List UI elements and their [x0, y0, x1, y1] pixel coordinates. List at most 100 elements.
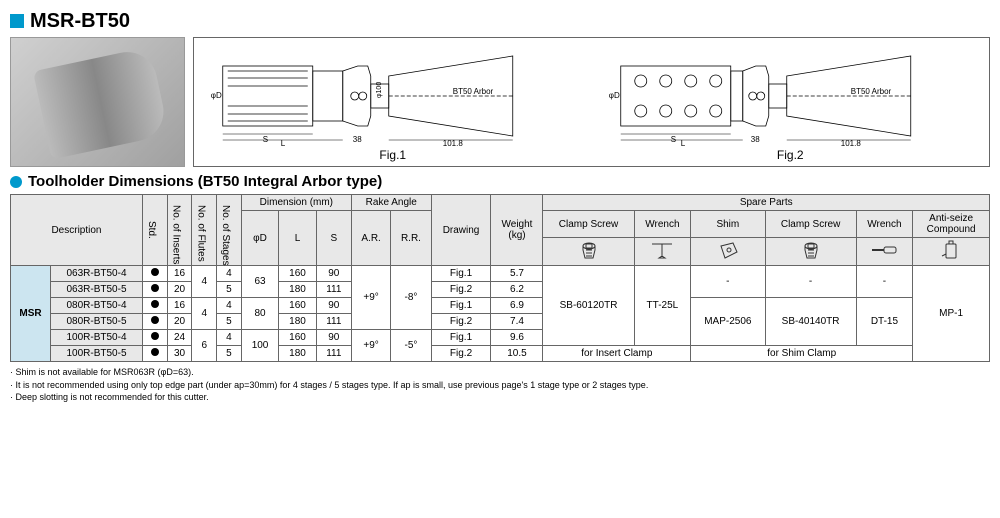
cell-insert-clamp-note: for Insert Clamp	[543, 346, 691, 362]
cell-ins: 30	[167, 346, 192, 362]
cell-code: 080R-BT50-5	[51, 314, 143, 330]
cell-wrench1: TT-25L	[634, 266, 691, 346]
th-shim: Shim	[691, 211, 765, 238]
section-header: Toolholder Dimensions (BT50 Integral Arb…	[10, 173, 990, 190]
cell-d: 63	[241, 266, 278, 298]
cell-wt: 7.4	[491, 314, 543, 330]
cell-L: 160	[279, 298, 316, 314]
cell-wt: 9.6	[491, 330, 543, 346]
cell-shim-dash: -	[691, 266, 765, 298]
cell-shim: MAP-2506	[691, 298, 765, 346]
icon-screw1	[543, 238, 634, 266]
cell-ins: 16	[167, 298, 192, 314]
th-dim: Dimension (mm)	[241, 195, 351, 211]
svg-text:φD: φD	[211, 91, 222, 100]
cell-L: 160	[279, 330, 316, 346]
cell-std	[142, 330, 167, 346]
cell-code: 080R-BT50-4	[51, 298, 143, 314]
cell-wt: 5.7	[491, 266, 543, 282]
cell-stg: 4	[217, 298, 242, 314]
th-L: L	[279, 211, 316, 266]
svg-text:φ100: φ100	[376, 82, 383, 98]
cell-stg: 5	[217, 346, 242, 362]
cell-stg: 5	[217, 282, 242, 298]
th-flutes: No. of Flutes	[192, 195, 217, 266]
th-phiD: φD	[241, 211, 278, 266]
cell-ins: 24	[167, 330, 192, 346]
cell-code: 063R-BT50-4	[51, 266, 143, 282]
cell-clamp2: SB-40140TR	[765, 298, 856, 346]
th-desc: Description	[11, 195, 143, 266]
cell-S: 111	[316, 282, 351, 298]
svg-text:38: 38	[750, 135, 759, 144]
cell-stg: 4	[217, 330, 242, 346]
svg-text:S: S	[263, 135, 268, 144]
top-row: φD φ100 BT50 Arbor S L 38 101.8 Fig.1	[10, 37, 990, 167]
cell-S: 90	[316, 266, 351, 282]
figure-container: φD φ100 BT50 Arbor S L 38 101.8 Fig.1	[193, 37, 990, 167]
icon-shim	[691, 238, 765, 266]
cell-code: 100R-BT50-5	[51, 346, 143, 362]
th-inserts: No. of Inserts	[167, 195, 192, 266]
svg-text:S: S	[670, 135, 675, 144]
footnotes: · Shim is not available for MSR063R (φD=…	[10, 366, 990, 404]
cell-clamp1: SB-60120TR	[543, 266, 634, 346]
fig2-label: Fig.2	[777, 148, 804, 162]
cell-clamp2-dash: -	[765, 266, 856, 298]
svg-text:BT50 Arbor: BT50 Arbor	[453, 87, 494, 96]
note: · Deep slotting is not recommended for t…	[10, 391, 990, 404]
svg-text:101.8: 101.8	[443, 139, 464, 146]
cell-S: 111	[316, 314, 351, 330]
cell-rr: -8°	[391, 266, 431, 330]
th-S: S	[316, 211, 351, 266]
section-marker	[10, 176, 22, 188]
th-weight: Weight (kg)	[491, 195, 543, 266]
th-std: Std.	[142, 195, 167, 266]
cell-shim-clamp-note: for Shim Clamp	[691, 346, 913, 362]
cell-std	[142, 266, 167, 282]
table-row: MSR 063R-BT50-4 16 4 4 63 160 90 +9° -8°…	[11, 266, 990, 282]
cell-std	[142, 282, 167, 298]
section-title: Toolholder Dimensions (BT50 Integral Arb…	[28, 173, 382, 190]
page-title: MSR-BT50	[30, 10, 130, 33]
th-AR: A.R.	[351, 211, 390, 266]
title-marker	[10, 14, 24, 28]
table-row: 100R-BT50-5 30 5 180 111 Fig.2 10.5 for …	[11, 346, 990, 362]
icon-wrench1	[634, 238, 691, 266]
cell-L: 180	[279, 282, 316, 298]
cell-S: 111	[316, 346, 351, 362]
cell-drw: Fig.1	[431, 266, 491, 282]
cell-code: 100R-BT50-4	[51, 330, 143, 346]
icon-screw2	[765, 238, 856, 266]
svg-text:L: L	[281, 139, 286, 146]
th-wrench1: Wrench	[634, 211, 691, 238]
cell-flutes: 4	[192, 266, 217, 298]
cell-std	[142, 298, 167, 314]
cell-ar: +9°	[351, 330, 390, 362]
svg-text:BT50 Arbor: BT50 Arbor	[850, 87, 891, 96]
svg-text:38: 38	[353, 135, 362, 144]
cell-wrench2: DT-15	[856, 298, 913, 346]
cell-wt: 6.9	[491, 298, 543, 314]
svg-text:101.8: 101.8	[840, 139, 861, 146]
cell-d: 100	[241, 330, 278, 362]
cell-stg: 4	[217, 266, 242, 282]
cell-drw: Fig.1	[431, 330, 491, 346]
cell-rr: -5°	[391, 330, 431, 362]
cell-flutes: 6	[192, 330, 217, 362]
svg-text:φD: φD	[608, 91, 619, 100]
cell-S: 90	[316, 330, 351, 346]
product-photo	[10, 37, 185, 167]
cell-code: 063R-BT50-5	[51, 282, 143, 298]
th-clamp2: Clamp Screw	[765, 211, 856, 238]
th-RR: R.R.	[391, 211, 431, 266]
fig2-drawing: φD BT50 Arbor S L 38 101.8	[596, 46, 986, 146]
cell-S: 90	[316, 298, 351, 314]
icon-driver	[856, 238, 913, 266]
note: · It is not recommended using only top e…	[10, 379, 990, 392]
icon-compound	[913, 238, 990, 266]
table-row: 080R-BT50-4 16 4 4 80 160 90 Fig.1 6.9 M…	[11, 298, 990, 314]
cell-ar: +9°	[351, 266, 390, 330]
cell-std	[142, 314, 167, 330]
cell-wt: 6.2	[491, 282, 543, 298]
